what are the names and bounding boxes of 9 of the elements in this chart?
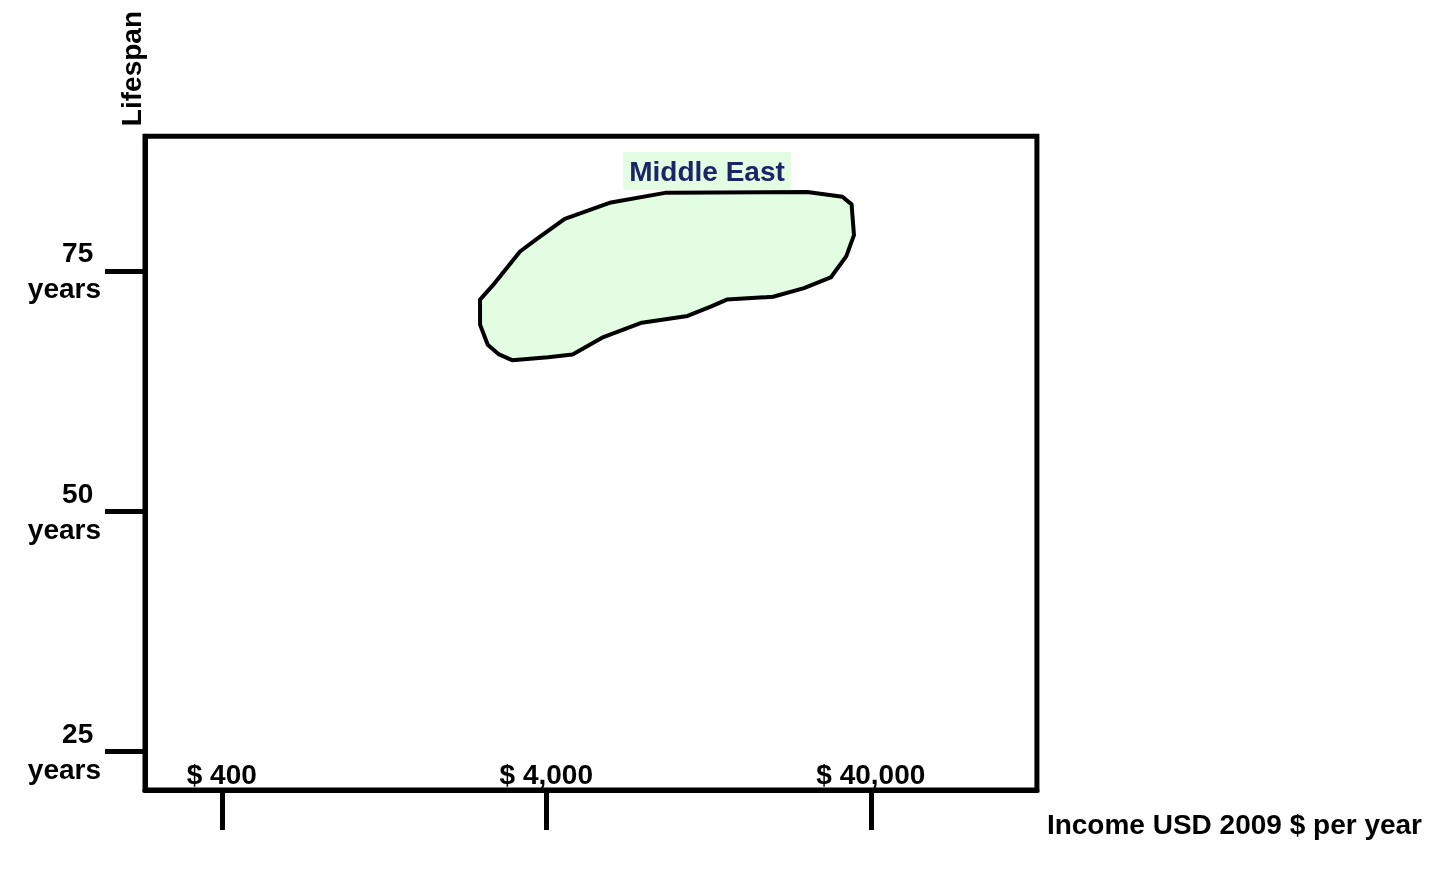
- y-tick-label: 25 years: [27, 718, 101, 786]
- x-axis-title: Income USD 2009 $ per year: [1046, 808, 1423, 840]
- y-tick-label: 75 years: [27, 237, 101, 305]
- x-tick-label: $ 400: [186, 758, 257, 790]
- series-label: Middle East: [629, 156, 785, 188]
- x-tick-label: $ 40,000: [816, 758, 926, 790]
- x-tick-label: $ 4,000: [499, 758, 593, 790]
- y-tick-label: 50 years: [27, 477, 101, 545]
- y-axis-title: Lifespan: [115, 10, 147, 127]
